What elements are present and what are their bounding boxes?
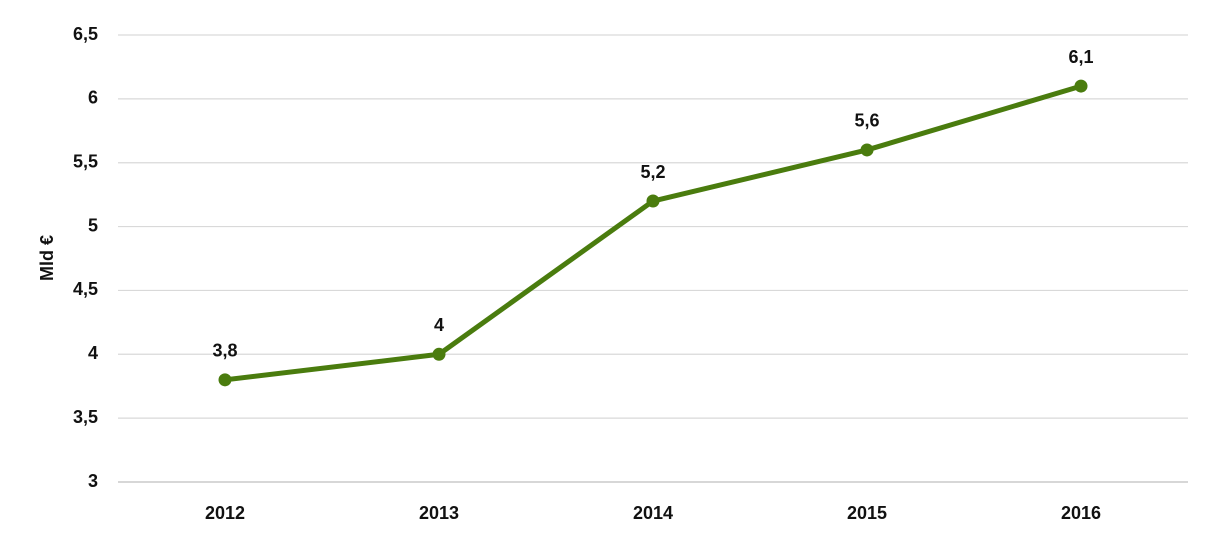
x-tick-label: 2016 xyxy=(1061,503,1101,523)
data-line xyxy=(224,83,1082,383)
data-point xyxy=(432,347,446,361)
y-tick-label: 6 xyxy=(88,88,98,108)
x-tick-label: 2014 xyxy=(633,503,673,523)
y-tick-label: 3 xyxy=(88,471,98,491)
data-point xyxy=(218,373,232,387)
data-point xyxy=(646,194,660,208)
y-tick-label: 4,5 xyxy=(73,279,98,299)
data-label: 4 xyxy=(434,315,444,335)
data-point xyxy=(860,143,874,157)
data-label: 3,8 xyxy=(212,341,237,361)
y-tick-label: 5,5 xyxy=(73,151,98,171)
x-tick-label: 2015 xyxy=(847,503,887,523)
y-axis-label: Mld € xyxy=(37,235,57,281)
data-label: 5,6 xyxy=(854,111,879,131)
data-label: 5,2 xyxy=(640,162,665,182)
y-tick-label: 3,5 xyxy=(73,407,98,427)
x-tick-label: 2013 xyxy=(419,503,459,523)
y-tick-label: 4 xyxy=(88,343,98,363)
data-point xyxy=(1074,79,1088,93)
data-label: 6,1 xyxy=(1068,47,1093,67)
y-tick-label: 6,5 xyxy=(73,24,98,44)
x-tick-label: 2012 xyxy=(205,503,245,523)
y-tick-label: 5 xyxy=(88,215,98,235)
